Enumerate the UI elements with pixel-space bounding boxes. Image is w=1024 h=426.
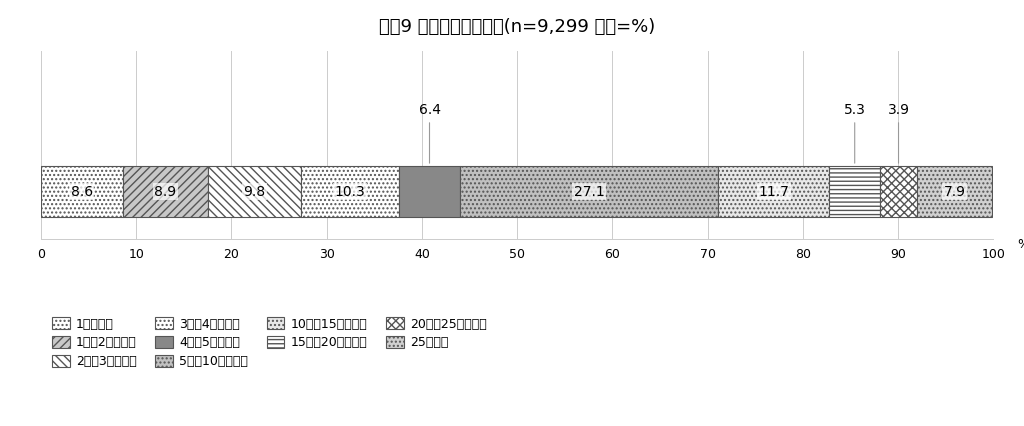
Bar [880, 166, 918, 217]
Text: 3.9: 3.9 [888, 103, 909, 163]
Text: %: % [1017, 238, 1024, 250]
Title: 図袆9 すべての副業月収(n=9,299 単位=%): 図袆9 すべての副業月収(n=9,299 単位=%) [379, 17, 655, 36]
Text: 8.6: 8.6 [71, 185, 93, 199]
Text: 6.4: 6.4 [419, 103, 440, 163]
Text: 27.1: 27.1 [573, 185, 604, 199]
Text: 10.3: 10.3 [335, 185, 366, 199]
Text: 5.3: 5.3 [844, 103, 865, 163]
Bar [399, 166, 460, 217]
Bar [208, 166, 301, 217]
Bar [829, 166, 880, 217]
Bar [918, 166, 992, 217]
Text: 9.8: 9.8 [244, 185, 265, 199]
Text: 7.9: 7.9 [944, 185, 966, 199]
Bar [123, 166, 208, 217]
Legend: 1万円未満, 1万～2万円未満, 2万～3万円未満, 3万～4万円未満, 4万～5万円未満, 5万～10万円未満, 10万～15万円未満, 15万～20万円未満: 1万円未満, 1万～2万円未満, 2万～3万円未満, 3万～4万円未満, 4万～… [47, 312, 492, 373]
Text: 11.7: 11.7 [759, 185, 790, 199]
Bar [41, 166, 123, 217]
Bar [718, 166, 829, 217]
Bar [460, 166, 718, 217]
Text: 8.9: 8.9 [155, 185, 176, 199]
Bar [301, 166, 399, 217]
